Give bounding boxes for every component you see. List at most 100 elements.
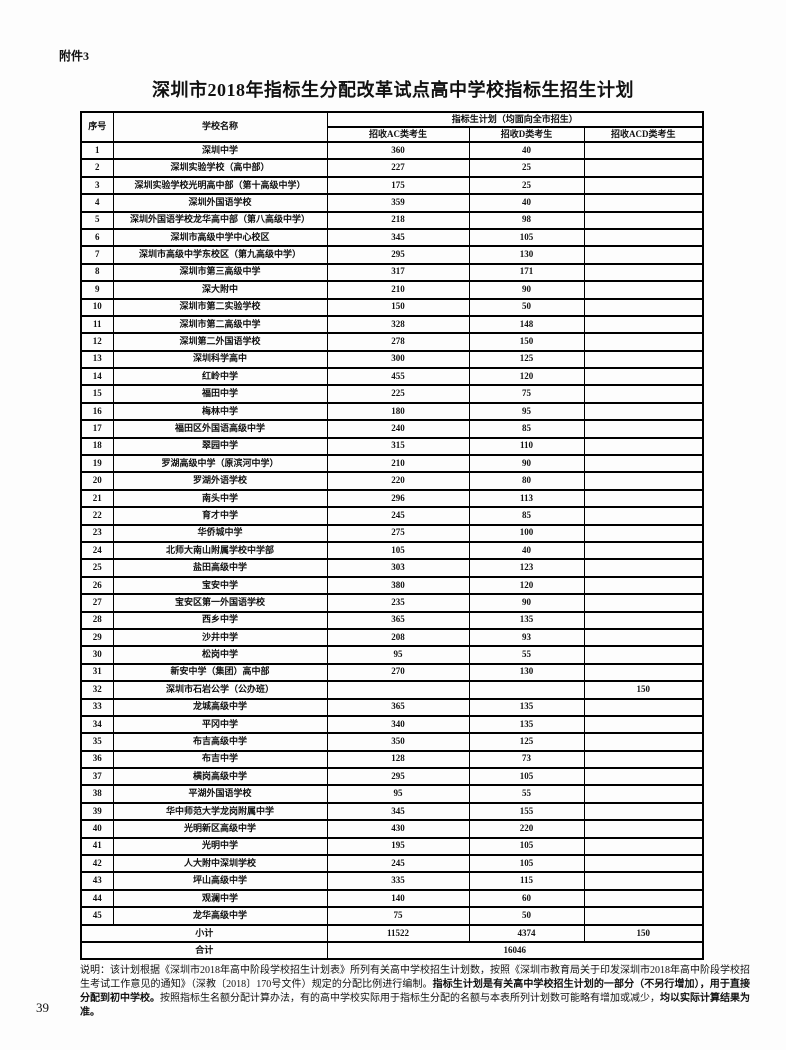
- ac-count-cell: 225: [326, 384, 470, 404]
- acd-count-cell: [583, 575, 704, 596]
- ac-count-cell: 105: [326, 540, 470, 561]
- row-index-cell: 30: [80, 645, 114, 665]
- ac-count-cell: 455: [326, 367, 470, 387]
- row-index-cell: 3: [80, 175, 114, 196]
- table-row: 41 光明中学 195 105: [80, 836, 704, 857]
- acd-count-cell: [583, 871, 704, 891]
- ac-count-cell: [326, 680, 470, 700]
- row-index-cell: 1: [80, 140, 114, 161]
- ac-count-cell: 140: [326, 888, 470, 909]
- table-row: 30 松岗中学 95 55: [80, 645, 704, 665]
- table-row: 17 福田区外国语高级中学 240 85: [80, 419, 704, 439]
- ac-count-cell: 359: [326, 193, 470, 213]
- row-index-cell: 22: [80, 506, 114, 526]
- school-name-cell: 深圳实验学校（高中部）: [112, 158, 328, 178]
- row-index-cell: 25: [80, 558, 114, 578]
- row-index-cell: 14: [80, 367, 114, 387]
- row-index-cell: 38: [80, 784, 114, 804]
- school-name-cell: 深圳市第二实验学校: [112, 297, 328, 317]
- table-body: 1 深圳中学 360 40 2 深圳实验学校（高中部） 227 25 3 深圳实验学校光明高中部（…: [80, 140, 704, 926]
- d-count-cell: [468, 680, 585, 700]
- school-name-cell: 育才中学: [112, 506, 328, 526]
- acd-count-cell: [583, 853, 704, 874]
- row-index-cell: 20: [80, 471, 114, 491]
- subtotal-ac-count: 11522: [326, 924, 470, 943]
- row-index-cell: 44: [80, 888, 114, 909]
- d-count-cell: 50: [468, 906, 585, 926]
- acd-count-cell: [583, 488, 704, 509]
- ac-count-cell: 75: [326, 906, 470, 926]
- school-name-cell: 平湖外国语学校: [112, 784, 328, 804]
- total-value: 16046: [326, 941, 704, 960]
- acd-count-cell: [583, 523, 704, 544]
- d-count-cell: 85: [468, 506, 585, 526]
- row-index-cell: 29: [80, 627, 114, 648]
- d-count-cell: 110: [468, 436, 585, 457]
- row-index-cell: 18: [80, 436, 114, 457]
- row-index-cell: 33: [80, 697, 114, 717]
- footnote-text-4-bold: 均以实际计算结果为准。: [80, 993, 750, 1018]
- row-index-cell: 15: [80, 384, 114, 404]
- acd-count-cell: [583, 175, 704, 196]
- acd-count-cell: [583, 645, 704, 665]
- acd-count-cell: [583, 227, 704, 248]
- ac-count-cell: 296: [326, 488, 470, 509]
- school-name-cell: 龙城高级中学: [112, 697, 328, 717]
- d-count-cell: 150: [468, 332, 585, 352]
- column-header-acd: 招收ACD类考生: [583, 126, 704, 143]
- table-row: 21 南头中学 296 113: [80, 488, 704, 509]
- row-index-cell: 19: [80, 454, 114, 474]
- d-count-cell: 130: [468, 245, 585, 265]
- table-row: 4 深圳外国语学校 359 40: [80, 193, 704, 213]
- school-name-cell: 观澜中学: [112, 888, 328, 909]
- row-index-cell: 13: [80, 349, 114, 370]
- school-name-cell: 深圳外国语学校龙华高中部（第八高级中学）: [112, 210, 328, 230]
- row-index-cell: 28: [80, 610, 114, 630]
- acd-count-cell: [583, 436, 704, 457]
- acd-count-cell: [583, 784, 704, 804]
- acd-count-cell: [583, 767, 704, 787]
- table-row: 43 坪山高级中学 335 115: [80, 871, 704, 891]
- table-row: 33 龙城高级中学 365 135: [80, 697, 704, 717]
- column-header-d: 招收D类考生: [468, 126, 585, 143]
- school-name-cell: 横岗高级中学: [112, 767, 328, 787]
- acd-count-cell: [583, 888, 704, 909]
- ac-count-cell: 95: [326, 645, 470, 665]
- d-count-cell: 105: [468, 836, 585, 857]
- ac-count-cell: 275: [326, 523, 470, 544]
- ac-count-cell: 295: [326, 767, 470, 787]
- school-name-cell: 红岭中学: [112, 367, 328, 387]
- table-row: 2 深圳实验学校（高中部） 227 25: [80, 158, 704, 178]
- school-name-cell: 人大附中深圳学校: [112, 853, 328, 874]
- table-row: 40 光明新区高级中学 430 220: [80, 819, 704, 839]
- d-count-cell: 130: [468, 662, 585, 683]
- row-index-cell: 39: [80, 801, 114, 822]
- acd-count-cell: [583, 627, 704, 648]
- attachment-label: 附件3: [59, 49, 90, 63]
- acd-count-cell: [583, 140, 704, 161]
- ac-count-cell: 227: [326, 158, 470, 178]
- d-count-cell: 40: [468, 193, 585, 213]
- acd-count-cell: [583, 367, 704, 387]
- d-count-cell: 60: [468, 888, 585, 909]
- table-footer: 小计 11522 4374 150 合计 16046: [80, 924, 704, 960]
- school-name-cell: 光明中学: [112, 836, 328, 857]
- ac-count-cell: 340: [326, 714, 470, 735]
- ac-count-cell: 220: [326, 471, 470, 491]
- ac-count-cell: 350: [326, 732, 470, 752]
- d-count-cell: 105: [468, 853, 585, 874]
- d-count-cell: 113: [468, 488, 585, 509]
- school-name-cell: 深大附中: [112, 280, 328, 300]
- column-header-school: 学校名称: [112, 111, 328, 143]
- d-count-cell: 105: [468, 227, 585, 248]
- page-title: 深圳市2018年指标生分配改革试点高中学校指标生招生计划: [152, 80, 634, 100]
- footnote: 说明：该计划根据《深圳市2018年高中阶段学校招生计划表》所列有关高中学校招生计…: [80, 964, 750, 1020]
- row-index-cell: 5: [80, 210, 114, 230]
- row-index-cell: 21: [80, 488, 114, 509]
- acd-count-cell: [583, 332, 704, 352]
- school-name-cell: 平冈中学: [112, 714, 328, 735]
- school-name-cell: 深圳科学高中: [112, 349, 328, 370]
- ac-count-cell: 218: [326, 210, 470, 230]
- d-count-cell: 90: [468, 280, 585, 300]
- acd-count-cell: [583, 540, 704, 561]
